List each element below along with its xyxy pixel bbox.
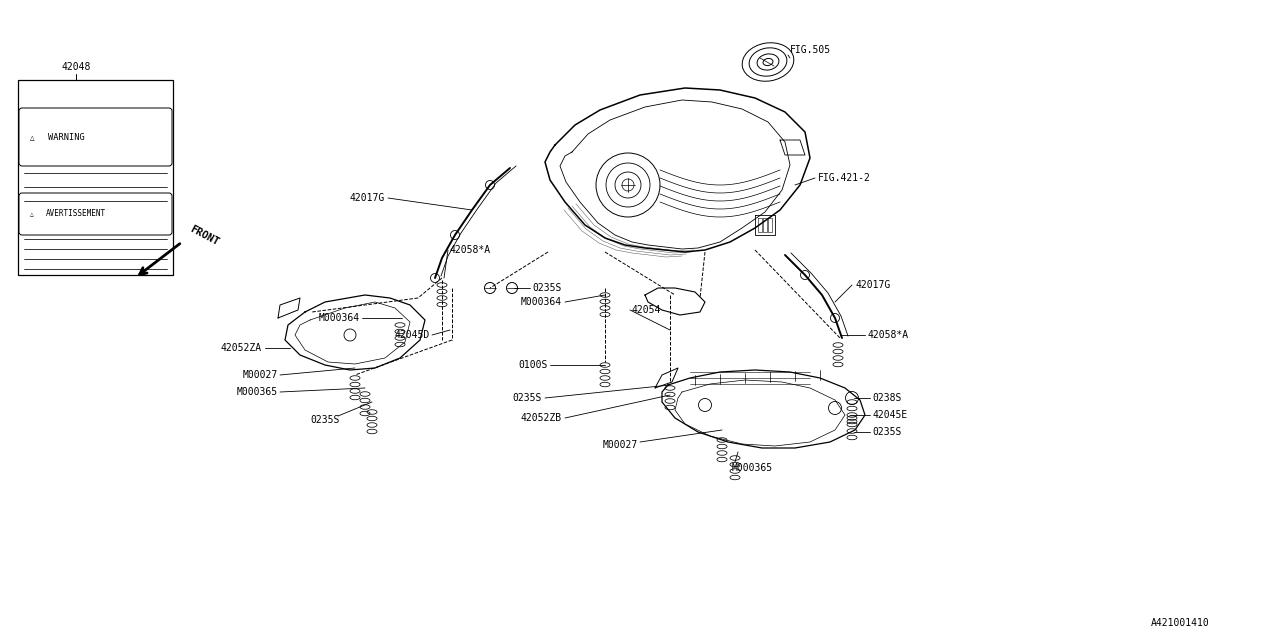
Text: 42052ZA: 42052ZA: [221, 343, 262, 353]
Text: 42048: 42048: [61, 62, 91, 72]
Text: A421001410: A421001410: [1151, 618, 1210, 628]
FancyBboxPatch shape: [18, 80, 173, 275]
Text: 42058*A: 42058*A: [451, 245, 492, 255]
Text: M000365: M000365: [237, 387, 278, 397]
Text: 0235S: 0235S: [872, 427, 901, 437]
Text: M00027: M00027: [243, 370, 278, 380]
Text: FIG.505: FIG.505: [790, 45, 831, 55]
Text: 42045E: 42045E: [872, 410, 908, 420]
Text: 0238S: 0238S: [872, 393, 901, 403]
Text: 0235S: 0235S: [512, 393, 541, 403]
Text: M000364: M000364: [521, 297, 562, 307]
Text: 42058*A: 42058*A: [868, 330, 909, 340]
FancyBboxPatch shape: [19, 108, 172, 166]
Text: △: △: [31, 211, 33, 216]
Text: FRONT: FRONT: [188, 224, 220, 248]
Text: WARNING: WARNING: [49, 132, 84, 141]
Text: FIG.421-2: FIG.421-2: [818, 173, 870, 183]
Text: M00027: M00027: [603, 440, 637, 450]
Text: M000365: M000365: [732, 463, 773, 473]
Text: 42052ZB: 42052ZB: [521, 413, 562, 423]
Text: 42054: 42054: [632, 305, 662, 315]
Text: M000364: M000364: [319, 313, 360, 323]
Text: 42017G: 42017G: [855, 280, 891, 290]
Text: 42045D: 42045D: [394, 330, 430, 340]
Text: 0100S: 0100S: [518, 360, 548, 370]
Text: 0235S: 0235S: [532, 283, 562, 293]
Text: △: △: [29, 132, 35, 141]
Text: 42017G: 42017G: [349, 193, 385, 203]
FancyBboxPatch shape: [19, 193, 172, 235]
Text: 0235S: 0235S: [310, 415, 339, 425]
Text: AVERTISSEMENT: AVERTISSEMENT: [46, 209, 106, 218]
